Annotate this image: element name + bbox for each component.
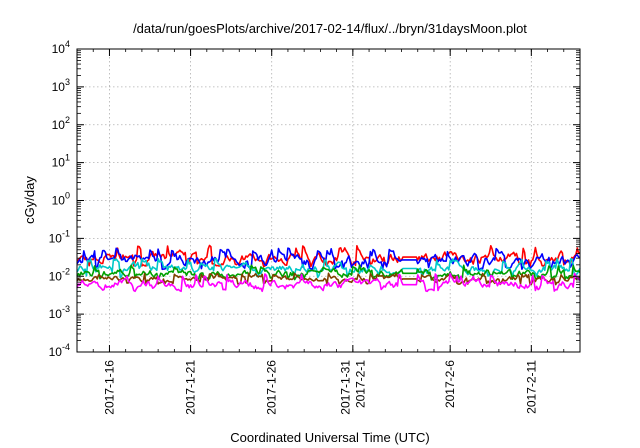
y-axis-label: cGy/day — [22, 176, 37, 224]
series-line — [76, 257, 581, 279]
x-tick-label: 2017-2-6 — [443, 360, 457, 408]
y-tick-label: 103 — [52, 77, 70, 94]
x-axis-label: Coordinated Universal Time (UTC) — [230, 430, 429, 445]
x-tick-label: 2017-2-11 — [524, 360, 538, 414]
y-axis-ticks: 10-4 10-3 10-2 10-1 100 101 102 103 104 — [49, 39, 580, 359]
series-line — [76, 264, 581, 281]
y-tick-label: 101 — [52, 153, 70, 170]
x-axis-ticks: 2017-1-16 2017-1-21 2017-1-26 2017-1-31 2017… — [76, 49, 581, 415]
series-line — [76, 272, 581, 293]
y-tick-label: 10-4 — [49, 342, 70, 359]
grid-lines — [77, 49, 580, 352]
y-tick-label: 10-2 — [49, 266, 70, 283]
y-tick-label: 10-1 — [49, 228, 70, 245]
x-tick-label: 2017-1-31 — [338, 360, 352, 415]
x-tick-label: 2017-1-16 — [102, 360, 116, 415]
chart-title: /data/run/goesPlots/archive/2017-02-14/f… — [133, 21, 527, 36]
plot-area — [76, 244, 581, 293]
x-tick-label: 2017-1-26 — [265, 360, 279, 415]
series-line — [76, 272, 581, 286]
y-tick-label: 104 — [52, 39, 70, 56]
x-tick-label: 2017-2-1 — [353, 360, 367, 408]
plot-frame — [76, 48, 581, 353]
y-tick-label: 10-3 — [49, 304, 70, 321]
y-tick-label: 100 — [52, 191, 70, 208]
x-tick-label: 2017-1-21 — [184, 360, 198, 415]
y-tick-label: 102 — [52, 115, 70, 132]
series-line — [76, 247, 581, 271]
